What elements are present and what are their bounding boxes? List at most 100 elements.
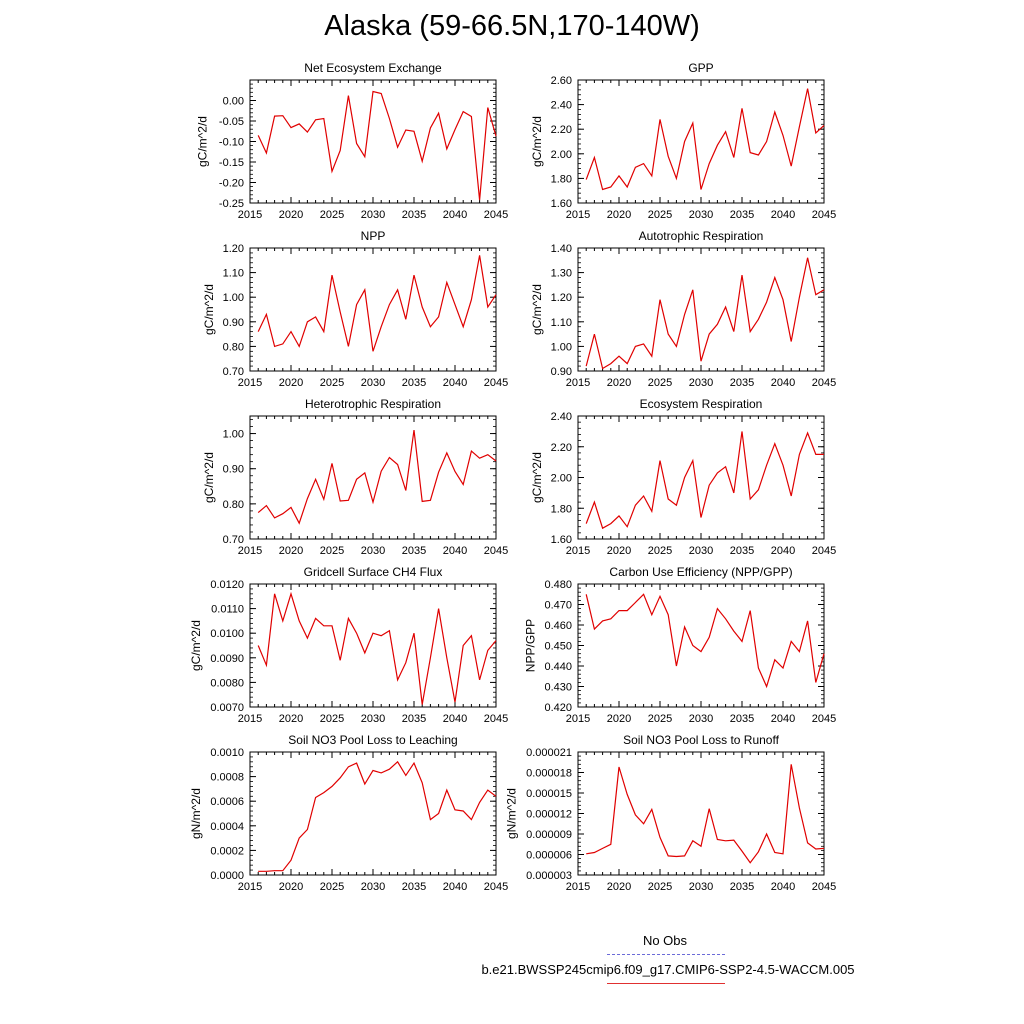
plot-frame [249, 79, 497, 204]
x-tick-label: 2045 [484, 377, 508, 389]
chart-panel-6: 2015 2020 2025 2030 2035 2040 2045 0.0120 0.0110… [189, 565, 508, 725]
x-tick-label: 2030 [361, 209, 385, 221]
x-tick-label: 2035 [402, 881, 426, 893]
y-tick-label: 1.80 [551, 173, 572, 185]
series-line [257, 255, 497, 352]
y-tick-label: 0.00 [223, 96, 244, 108]
chart-panel-3: 2015 2020 2025 2030 2035 2040 2045 1.40 1.30 1.20… [530, 229, 836, 389]
x-tick-label: 2025 [648, 881, 672, 893]
y-tick-label: 0.0010 [210, 747, 244, 759]
x-tick-label: 2030 [689, 545, 713, 557]
y-tick-label: 0.430 [544, 682, 572, 694]
y-tick-label: 1.60 [551, 198, 572, 210]
y-tick-label: 0.000009 [526, 829, 572, 841]
y-tick-label: 2.00 [551, 149, 572, 161]
x-tick-label: 2015 [566, 377, 590, 389]
x-tick-label: 2030 [361, 545, 385, 557]
x-tick-label: 2030 [689, 377, 713, 389]
panel-title: Heterotrophic Respiration [305, 397, 441, 411]
x-tick-label: 2040 [771, 713, 795, 725]
y-tick-label: -0.15 [219, 157, 244, 169]
y-tick-label: 2.40 [551, 411, 572, 423]
x-tick-label: 2025 [320, 209, 344, 221]
x-tick-label: 2015 [238, 545, 262, 557]
x-tick-label: 2025 [648, 209, 672, 221]
panel-title: Carbon Use Efficiency (NPP/GPP) [609, 565, 792, 579]
y-axis-label: gC/m^2/d [189, 620, 203, 671]
panel-title: Soil NO3 Pool Loss to Runoff [623, 733, 780, 747]
x-tick-label: 2045 [484, 209, 508, 221]
x-tick-label: 2030 [361, 377, 385, 389]
x-tick-label: 2040 [443, 545, 467, 557]
x-tick-label: 2035 [402, 209, 426, 221]
y-tick-label: 0.0006 [210, 796, 244, 808]
y-axis-label: gC/m^2/d [202, 452, 216, 503]
y-tick-label: 0.000018 [526, 768, 572, 780]
y-tick-label: 0.0080 [210, 677, 244, 689]
x-tick-label: 2015 [566, 713, 590, 725]
x-tick-label: 2030 [361, 881, 385, 893]
x-tick-label: 2025 [320, 545, 344, 557]
y-tick-label: 0.80 [223, 341, 244, 353]
panel-title: Gridcell Surface CH4 Flux [304, 565, 443, 579]
y-tick-label: 0.470 [544, 600, 572, 612]
x-tick-label: 2030 [689, 209, 713, 221]
y-axis-label: gC/m^2/d [196, 116, 210, 167]
x-tick-label: 2015 [238, 209, 262, 221]
chart-panel-2: 2015 2020 2025 2030 2035 2040 2045 1.20 1.10 1.00… [202, 229, 508, 389]
x-tick-label: 2040 [443, 713, 467, 725]
series-line [585, 431, 824, 530]
y-tick-label: 0.000021 [526, 747, 572, 759]
y-tick-label: 0.0100 [210, 628, 244, 640]
y-tick-label: 0.90 [223, 317, 244, 329]
y-tick-label: 0.90 [551, 366, 572, 378]
y-tick-label: 2.20 [551, 442, 572, 454]
y-tick-label: 0.90 [223, 464, 244, 476]
y-tick-label: 1.80 [551, 503, 572, 515]
series-line [585, 593, 825, 689]
x-tick-label: 2035 [730, 713, 754, 725]
x-tick-label: 2020 [279, 209, 303, 221]
y-tick-label: 2.00 [551, 473, 572, 485]
y-tick-label: 1.00 [223, 292, 244, 304]
series-line [257, 430, 497, 525]
y-tick-label: -0.20 [219, 178, 244, 190]
x-tick-label: 2025 [648, 713, 672, 725]
x-tick-label: 2020 [279, 545, 303, 557]
y-tick-label: 0.0120 [210, 579, 244, 591]
y-axis-label: gC/m^2/d [530, 116, 544, 167]
y-tick-label: 0.0090 [210, 653, 244, 665]
x-tick-label: 2020 [607, 377, 631, 389]
plot-frame [249, 583, 497, 708]
y-tick-label: 1.40 [551, 243, 572, 255]
y-tick-label: 0.0002 [210, 845, 244, 857]
x-tick-label: 2035 [730, 545, 754, 557]
panel-title: Ecosystem Respiration [640, 397, 763, 411]
x-tick-label: 2045 [812, 209, 836, 221]
x-tick-label: 2045 [812, 713, 836, 725]
x-tick-label: 2035 [730, 209, 754, 221]
x-tick-label: 2020 [607, 545, 631, 557]
x-tick-label: 2040 [771, 377, 795, 389]
y-tick-label: 0.80 [223, 499, 244, 511]
x-tick-label: 2045 [484, 713, 508, 725]
x-tick-label: 2045 [812, 545, 836, 557]
x-tick-label: 2045 [484, 881, 508, 893]
chart-panel-5: 2015 2020 2025 2030 2035 2040 2045 2.40 2.20 2.00… [530, 397, 836, 557]
x-tick-label: 2035 [730, 377, 754, 389]
y-axis-label: gC/m^2/d [530, 452, 544, 503]
x-tick-label: 2020 [279, 881, 303, 893]
y-tick-label: 0.0008 [210, 772, 244, 784]
y-tick-label: 2.60 [551, 75, 572, 87]
x-tick-label: 2020 [607, 881, 631, 893]
x-tick-label: 2030 [361, 713, 385, 725]
figure-title: Alaska (59-66.5N,170-140W) [324, 10, 700, 42]
y-tick-label: -0.05 [219, 116, 244, 128]
x-tick-label: 2020 [279, 713, 303, 725]
x-tick-label: 2040 [443, 881, 467, 893]
y-tick-label: 0.0000 [210, 870, 244, 882]
series-line [258, 760, 497, 872]
x-tick-label: 2030 [689, 881, 713, 893]
panel-title: NPP [361, 229, 386, 243]
